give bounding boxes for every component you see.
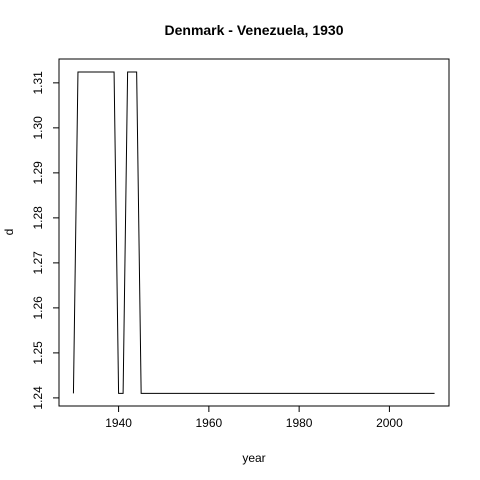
x-tick-label-2: 1980 [286, 416, 313, 430]
y-tick-label-2: 1.26 [31, 296, 45, 320]
y-axis-label: d [2, 229, 16, 236]
y-tick-label-7: 1.31 [31, 71, 45, 95]
x-tick-label-3: 2000 [376, 416, 403, 430]
y-axis: 1.24 1.25 1.26 1.27 1.28 1.29 1.30 1.31 [31, 71, 59, 410]
y-tick-label-1: 1.25 [31, 341, 45, 365]
x-axis-label: year [242, 451, 265, 465]
plot-frame [58, 58, 450, 407]
y-tick-label-4: 1.28 [31, 206, 45, 230]
y-tick-label-6: 1.30 [31, 116, 45, 140]
y-tick-label-0: 1.24 [31, 386, 45, 410]
y-tick-label-5: 1.29 [31, 161, 45, 185]
chart-title: Denmark - Venezuela, 1930 [165, 22, 344, 38]
x-tick-label-0: 1940 [105, 416, 132, 430]
x-axis: 1940 1960 1980 2000 [105, 406, 403, 430]
series-line [72, 71, 435, 394]
x-tick-label-1: 1960 [196, 416, 223, 430]
y-tick-label-3: 1.27 [31, 251, 45, 275]
